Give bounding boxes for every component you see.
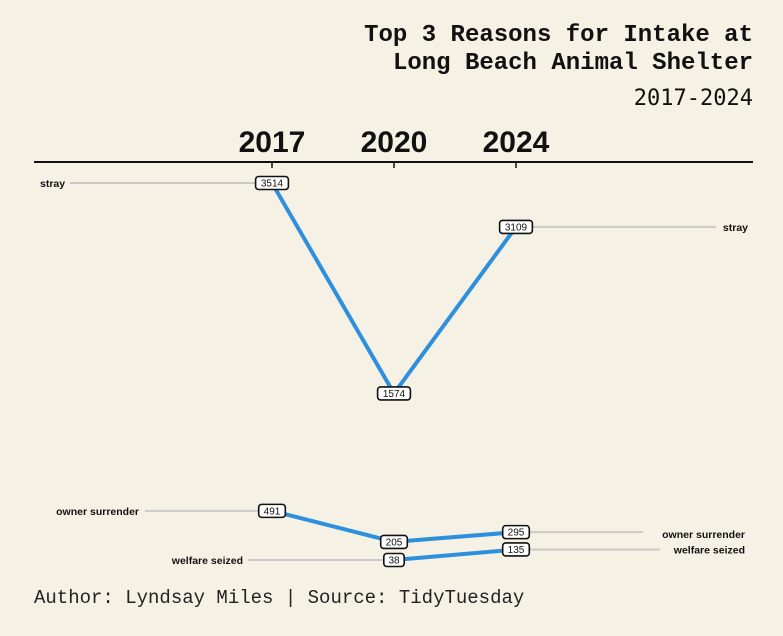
data-label-box-stray-2024	[498, 219, 534, 235]
data-label-box-stray-2020	[376, 386, 412, 401]
left-label-owner-surrender: owner surrender	[56, 506, 139, 518]
data-label-box-stray-2017	[254, 175, 290, 191]
data-label-welfare-seized-2024: 135	[508, 545, 525, 556]
x-tick-label-2020: 2020	[361, 126, 428, 159]
data-label-box-owner-surrender-2017	[257, 503, 287, 519]
x-tick-label-2017: 2017	[239, 126, 306, 159]
caption: Author: Lyndsay Miles | Source: TidyTues…	[34, 587, 525, 609]
data-label-box-welfare-seized-2020	[382, 552, 405, 568]
x-tick-label-2024: 2024	[483, 126, 550, 159]
data-label-stray-2017: 3514	[261, 179, 284, 190]
right-label-owner-surrender: owner surrender	[662, 529, 745, 541]
data-label-box-welfare-seized-2024	[501, 542, 531, 557]
data-label-stray-2020: 1574	[383, 389, 406, 400]
right-label-stray: stray	[723, 222, 748, 234]
data-label-box-owner-surrender-2020	[379, 534, 409, 550]
left-label-welfare-seized: welfare seized	[171, 555, 243, 567]
data-label-owner-surrender-2017: 491	[264, 506, 281, 517]
chart-title-line1: Top 3 Reasons for Intake at	[364, 22, 753, 49]
data-label-welfare-seized-2020: 38	[388, 556, 400, 567]
right-label-welfare-seized: welfare seized	[673, 544, 745, 556]
data-label-owner-surrender-2024: 295	[508, 528, 525, 539]
series-line-welfare-seized	[392, 547, 518, 562]
chart-subtitle: 2017-2024	[633, 86, 753, 111]
data-label-owner-surrender-2020: 205	[386, 537, 403, 548]
series-line-stray	[270, 181, 518, 396]
chart-title-line2: Long Beach Animal Shelter	[392, 50, 753, 77]
chart-title: Top 3 Reasons for Intake at Long Beach A…	[364, 22, 753, 78]
left-label-stray: stray	[40, 178, 65, 190]
data-label-stray-2024: 3109	[505, 222, 528, 233]
data-label-box-owner-surrender-2024	[501, 524, 531, 540]
